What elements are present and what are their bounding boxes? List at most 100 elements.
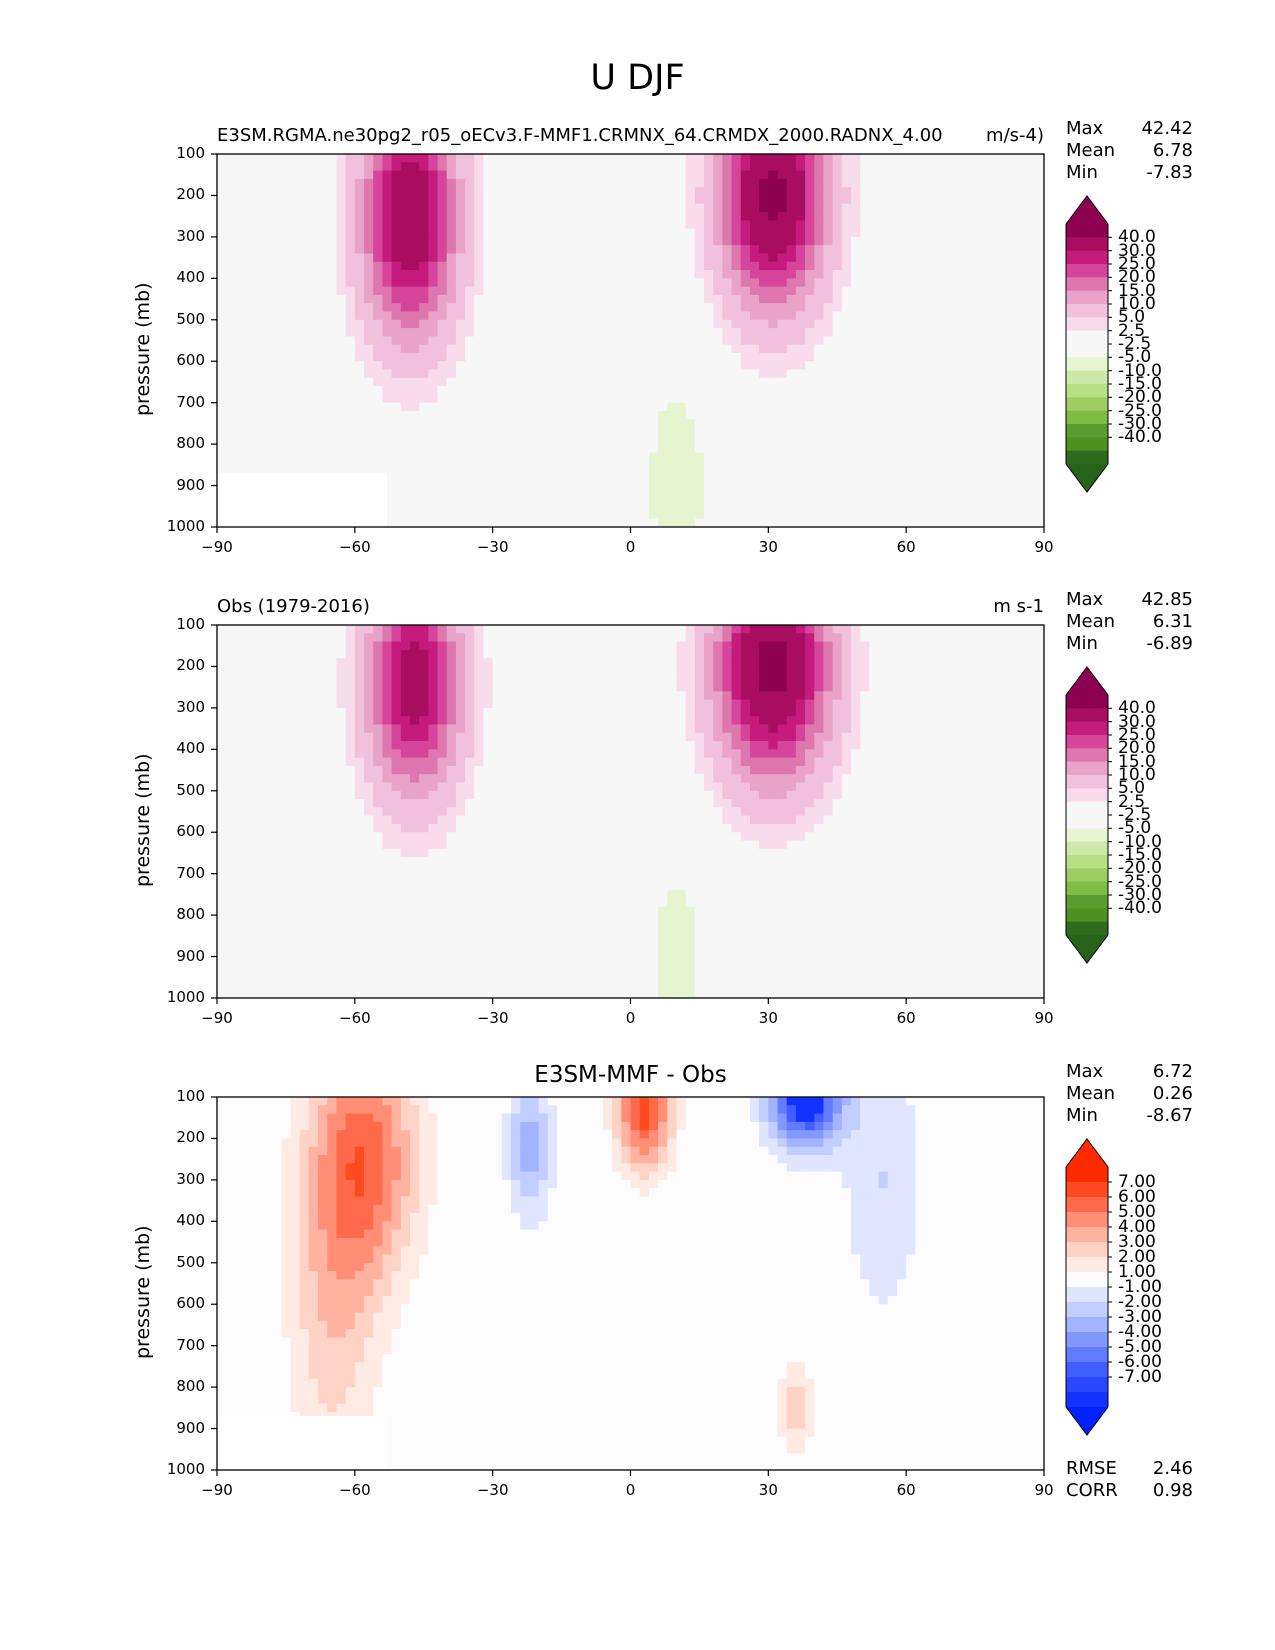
contour-cell bbox=[336, 419, 347, 429]
contour-cell bbox=[501, 394, 512, 404]
contour-cell bbox=[630, 236, 641, 246]
contour-cell bbox=[511, 493, 521, 503]
contour-cell bbox=[262, 270, 273, 279]
contour-cell bbox=[501, 502, 512, 512]
contour-cell bbox=[814, 294, 825, 304]
contour-cell bbox=[786, 319, 797, 329]
contour-cell bbox=[308, 707, 319, 717]
contour-cell bbox=[501, 278, 512, 288]
contour-cell bbox=[391, 765, 402, 775]
contour-cell bbox=[685, 236, 696, 246]
contour-cell bbox=[556, 328, 567, 337]
contour-cell bbox=[327, 633, 338, 643]
contour-cell bbox=[970, 170, 981, 180]
contour-cell bbox=[253, 162, 264, 172]
contour-cell bbox=[409, 336, 420, 346]
contour-cell bbox=[244, 361, 255, 371]
contour-cell bbox=[1007, 361, 1018, 371]
contour-cell bbox=[851, 328, 861, 337]
contour-cell bbox=[841, 435, 852, 445]
contour-cell bbox=[318, 658, 328, 668]
contour-cell bbox=[492, 278, 503, 288]
contour-cell bbox=[823, 336, 834, 346]
contour-cell bbox=[832, 402, 843, 412]
contour-cell bbox=[768, 154, 779, 163]
contour-cell bbox=[465, 286, 475, 296]
contour-cell bbox=[290, 865, 301, 875]
contour-cell bbox=[961, 311, 972, 321]
contour-cell bbox=[593, 377, 604, 387]
contour-cell bbox=[465, 435, 475, 445]
contour-cell bbox=[851, 485, 861, 495]
contour-cell bbox=[511, 361, 521, 371]
contour-cell bbox=[382, 857, 393, 866]
contour-cell bbox=[979, 468, 990, 478]
contour-cell bbox=[942, 278, 953, 288]
contour-panel-1 bbox=[211, 153, 1112, 533]
contour-cell bbox=[731, 518, 742, 527]
contour-cell bbox=[244, 915, 255, 924]
contour-cell bbox=[262, 212, 273, 221]
contour-cell bbox=[1034, 369, 1044, 379]
contour-cell bbox=[419, 502, 429, 512]
colorbar-extend-bottom bbox=[1066, 464, 1108, 492]
contour-cell bbox=[547, 377, 558, 387]
contour-cell bbox=[860, 253, 871, 263]
contour-cell bbox=[759, 170, 769, 180]
contour-cell bbox=[538, 435, 549, 445]
contour-cell bbox=[253, 989, 264, 998]
contour-cell bbox=[566, 328, 576, 337]
contour-cell bbox=[547, 319, 558, 329]
contour-cell bbox=[860, 352, 871, 362]
contour-cell bbox=[795, 328, 806, 337]
contour-cell bbox=[354, 848, 365, 858]
contour-cell bbox=[474, 170, 485, 180]
contour-cell bbox=[860, 344, 871, 354]
contour-cell bbox=[419, 377, 429, 387]
contour-cell bbox=[593, 369, 604, 379]
contour-cell bbox=[244, 732, 255, 742]
contour-cell bbox=[713, 352, 723, 362]
contour-cell bbox=[217, 452, 227, 462]
contour-cell bbox=[979, 311, 990, 321]
contour-cell bbox=[327, 649, 338, 659]
contour-cell bbox=[1025, 195, 1036, 205]
contour-cell bbox=[832, 336, 843, 346]
contour-cell bbox=[336, 460, 347, 470]
contour-cell bbox=[308, 931, 319, 941]
contour-cell bbox=[933, 261, 944, 271]
contour-cell bbox=[520, 220, 531, 230]
contour-cell bbox=[400, 195, 411, 205]
contour-cell bbox=[593, 510, 604, 520]
contour-cell bbox=[777, 510, 788, 520]
contour-cell bbox=[575, 203, 586, 213]
contour-cell bbox=[483, 154, 494, 163]
contour-cell bbox=[869, 294, 880, 304]
contour-cell bbox=[575, 468, 586, 478]
contour-cell bbox=[942, 162, 953, 172]
contour-cell bbox=[547, 394, 558, 404]
contour-cell bbox=[749, 386, 760, 395]
contour-cell bbox=[676, 402, 687, 412]
contour-cell bbox=[492, 328, 503, 337]
contour-cell bbox=[759, 311, 769, 321]
contour-cell bbox=[391, 823, 402, 833]
contour-cell bbox=[1007, 518, 1018, 527]
contour-cell bbox=[676, 435, 687, 445]
contour-cell bbox=[933, 352, 944, 362]
contour-cell bbox=[281, 716, 292, 726]
contour-cell bbox=[639, 212, 650, 221]
contour-cell bbox=[759, 236, 769, 246]
contour-cell bbox=[566, 154, 576, 163]
contour-cell bbox=[887, 170, 898, 180]
contour-cell bbox=[722, 203, 733, 213]
contour-cell bbox=[235, 344, 246, 354]
contour-cell bbox=[529, 460, 540, 470]
contour-cell bbox=[704, 410, 714, 420]
contour-cell bbox=[713, 468, 723, 478]
contour-cell bbox=[529, 518, 540, 527]
contour-cell bbox=[244, 236, 255, 246]
contour-cell bbox=[308, 981, 319, 991]
contour-cell bbox=[713, 493, 723, 503]
contour-cell bbox=[455, 228, 466, 238]
